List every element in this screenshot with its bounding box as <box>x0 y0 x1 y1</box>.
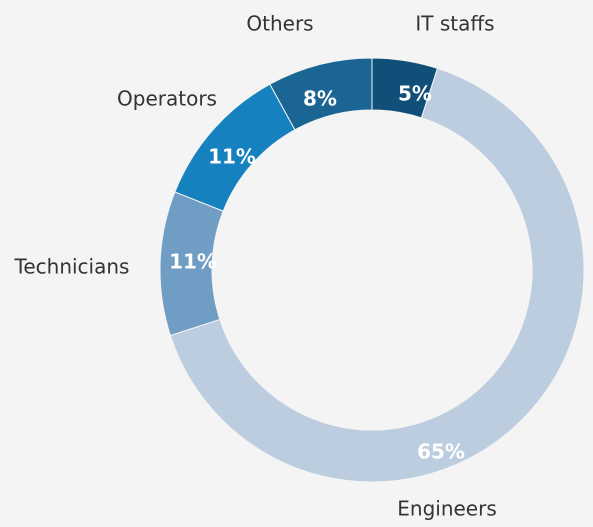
category-label: Others <box>246 12 313 36</box>
category-label: Technicians <box>14 255 130 279</box>
category-label: Operators <box>117 87 217 111</box>
value-label: 65% <box>417 440 465 464</box>
category-label: IT staffs <box>415 12 494 36</box>
value-label: 8% <box>303 87 337 111</box>
donut-segment <box>269 57 373 131</box>
value-label: 11% <box>208 145 256 169</box>
donut-segment <box>169 67 585 483</box>
category-label: Engineers <box>397 497 497 521</box>
value-label: 11% <box>169 250 217 274</box>
value-label: 5% <box>398 82 432 106</box>
